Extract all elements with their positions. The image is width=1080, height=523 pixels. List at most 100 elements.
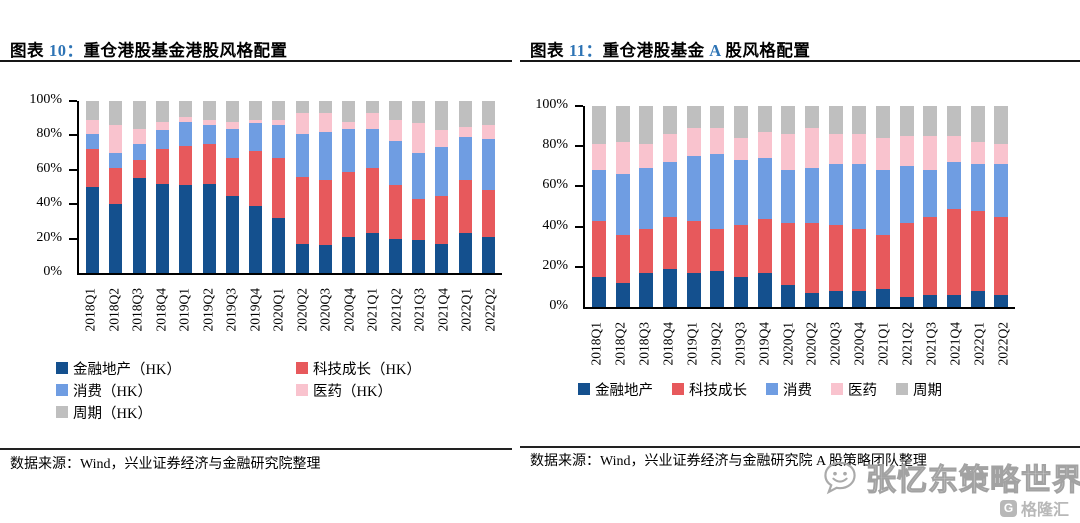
bar-segment: [757, 272, 772, 307]
x-axis-label: 2018Q2: [103, 277, 127, 357]
bar-segment: [923, 294, 938, 307]
bar-segment: [86, 187, 100, 273]
legend-item: 医药（HK）: [296, 379, 421, 401]
bar-segment: [132, 101, 146, 129]
bar-segment: [639, 272, 654, 307]
legend-swatch: [56, 384, 68, 396]
bar-segment: [225, 157, 239, 196]
legend-item: 科技成长: [672, 378, 747, 400]
bar-segment: [757, 132, 772, 159]
figure-colon: ：: [66, 41, 84, 60]
figure-title-text: 重仓港股基金: [602, 41, 710, 60]
x-axis-label-text: 2020Q2: [803, 322, 819, 366]
stacked-bar: [225, 101, 239, 273]
stacked-bar: [272, 101, 286, 273]
stacked-bar: [615, 106, 630, 307]
bar-segment: [828, 106, 843, 135]
bar-segment: [295, 176, 309, 244]
bar-slot: [477, 101, 500, 273]
bar-slot: [151, 101, 174, 273]
y-axis-label: 40%: [36, 195, 62, 211]
bar-segment: [804, 222, 819, 293]
bar-segment: [639, 106, 654, 145]
bar-segment: [591, 170, 606, 221]
x-axis-label: 2018Q3: [126, 277, 150, 357]
legend-label: 医药: [848, 382, 877, 399]
bar-segment: [591, 144, 606, 171]
bar-segment: [132, 128, 146, 145]
data-source-note: 数据来源：Wind，兴业证券经济与金融研究院 A 股策略团队整理: [530, 454, 927, 469]
plot-area: [69, 100, 502, 275]
bar-segment: [225, 121, 239, 129]
bars: [79, 101, 502, 273]
figure-title: 图表 10：重仓港股基金港股风格配置: [10, 37, 288, 61]
bar-segment: [757, 158, 772, 219]
bar-segment: [923, 136, 938, 171]
bar-segment: [733, 138, 748, 161]
bar-segment: [686, 156, 701, 221]
bar-segment: [435, 130, 449, 148]
bar-segment: [435, 147, 449, 196]
bar-segment: [615, 106, 630, 143]
bar-segment: [923, 216, 938, 295]
bar-segment: [155, 183, 169, 273]
legend-item: 周期（HK）: [56, 401, 296, 423]
bar-slot: [384, 101, 407, 273]
bar-slot: [682, 106, 706, 307]
bar-slot: [776, 106, 800, 307]
bar-slot: [81, 101, 104, 273]
axis-tick: [575, 225, 583, 228]
legend-label: 医药（HK）: [313, 383, 392, 400]
stacked-bar: [781, 106, 796, 307]
bar-slot: [197, 101, 220, 273]
bar-segment: [710, 270, 725, 307]
figure-label: 图表: [10, 41, 44, 60]
figure-colon: ：: [585, 41, 603, 60]
stacked-bar: [923, 106, 938, 307]
axis-tick: [69, 168, 77, 171]
bar-segment: [970, 164, 985, 211]
figure-label: 图表: [530, 41, 564, 60]
bar-slot: [824, 106, 848, 307]
bar-segment: [249, 101, 263, 120]
legend-swatch: [831, 383, 843, 395]
bar-segment: [946, 294, 961, 307]
data-source-note: 数据来源：Wind，兴业证券经济与金融研究院整理: [10, 457, 321, 472]
stacked-bar: [994, 106, 1009, 307]
legend-item: 消费（HK）: [56, 379, 296, 401]
x-axis-label: 2022Q1: [967, 311, 991, 391]
bar-segment: [86, 133, 100, 150]
stacked-bar: [342, 101, 356, 273]
gelonghui-logo-text: 格隆汇: [1021, 502, 1070, 519]
x-axis-label: 2021Q2: [385, 277, 409, 357]
bar-segment: [804, 292, 819, 307]
x-axis-label-text: 2021Q4: [435, 288, 451, 332]
bar-segment: [781, 134, 796, 171]
bar-segment: [365, 113, 379, 129]
legend-swatch: [896, 383, 908, 395]
x-axis-label-text: 2021Q3: [923, 322, 939, 366]
bar-segment: [899, 296, 914, 307]
bar-slot: [430, 101, 453, 273]
x-axis-label-text: 2020Q3: [827, 322, 843, 366]
bar-segment: [686, 128, 701, 157]
x-axis-label-text: 2018Q1: [588, 322, 604, 366]
bar-segment: [899, 222, 914, 297]
axis-tick: [575, 105, 583, 107]
x-axis-label-text: 2019Q4: [247, 288, 263, 332]
bar-segment: [132, 144, 146, 160]
x-axis-label: 2021Q4: [943, 311, 967, 391]
x-axis-label: 2018Q4: [150, 277, 174, 357]
axis-tick: [575, 265, 583, 268]
x-axis-label-text: 2019Q2: [200, 288, 216, 332]
bar-segment: [852, 290, 867, 307]
bar-segment: [388, 185, 402, 239]
bar-segment: [86, 149, 100, 187]
x-axis-label-text: 2019Q3: [732, 322, 748, 366]
y-axis-label: 40%: [542, 217, 568, 233]
bar-segment: [781, 106, 796, 135]
bar-segment: [970, 290, 985, 307]
bar-segment: [365, 168, 379, 234]
bar-segment: [458, 126, 472, 138]
figure-number: 10: [49, 41, 67, 60]
